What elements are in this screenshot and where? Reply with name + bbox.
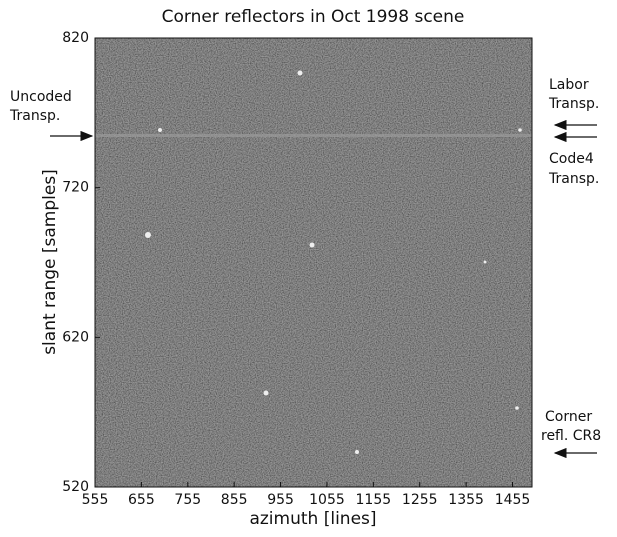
transponder-line [95, 134, 532, 137]
annotation-text: Transp. [548, 96, 599, 112]
chart-title: Corner reflectors in Oct 1998 scene [162, 7, 465, 27]
x-tick-label: 955 [267, 492, 294, 508]
x-tick-label: 1155 [356, 492, 392, 508]
annotation-text: Uncoded [10, 89, 72, 105]
annotations: Uncoded Transp. Labor Transp. Code4 Tran… [9, 77, 601, 459]
y-tick-label: 620 [62, 329, 89, 345]
annotation-text: Corner [545, 409, 592, 425]
x-tick-label: 1455 [495, 492, 531, 508]
image-speckle [95, 38, 532, 487]
x-tick-label: 1355 [448, 492, 484, 508]
sar-image [94, 37, 533, 488]
annotation-text: refl. CR8 [541, 428, 601, 444]
y-tick-label: 720 [62, 180, 89, 196]
plot-frame [94, 37, 533, 488]
annotation-text: Code4 [549, 151, 594, 167]
x-tick-label: 1255 [402, 492, 438, 508]
x-tick-label: 1055 [309, 492, 345, 508]
x-tick-label: 755 [174, 492, 201, 508]
annotation-text: Transp. [9, 108, 60, 124]
y-tick-label: 520 [62, 479, 89, 495]
x-axis-label: azimuth [lines] [249, 509, 376, 529]
y-tick-label: 820 [62, 30, 89, 46]
x-tick-label: 555 [82, 492, 109, 508]
annotation-text: Labor [549, 77, 589, 93]
annotation-text: Transp. [548, 171, 599, 187]
x-tick-label: 655 [128, 492, 155, 508]
x-tick-label: 855 [221, 492, 248, 508]
bright-spots [145, 70, 522, 454]
y-axis-label: slant range [samples] [40, 169, 60, 355]
